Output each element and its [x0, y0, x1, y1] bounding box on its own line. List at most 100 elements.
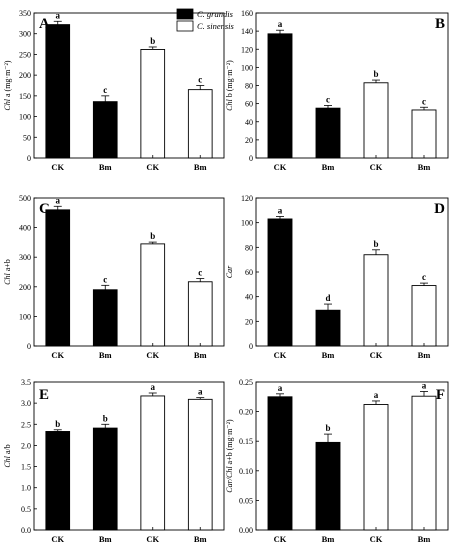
y-axis-label-c: Chl a+b: [3, 259, 12, 285]
y-axis-label-f: Car/Chl a+b (mg·m⁻²): [225, 419, 234, 493]
significance-letter-f-3: a: [374, 390, 379, 400]
plot-frame-c: [33, 197, 225, 347]
y-tick-label-e: 3.5: [21, 378, 31, 387]
significance-letter-f-1: a: [278, 383, 283, 393]
panel-letter-b: B: [435, 16, 445, 32]
y-tick-label-b: 140: [241, 27, 253, 36]
y-tick-label-f: 0.15: [239, 437, 253, 446]
y-tick-label-f: 0.25: [239, 378, 253, 387]
y-tick-label-d: 80: [245, 243, 253, 252]
legend: C. grandis C. sinensis: [176, 8, 235, 32]
x-category-label-d-1: CK: [274, 350, 287, 360]
legend-swatch-c-sinensis: [176, 20, 194, 32]
y-tick-label-e: 1.5: [21, 463, 31, 472]
significance-letter-c-3: b: [150, 231, 155, 241]
x-category-label-f-3: CK: [370, 534, 383, 544]
significance-letter-e-1: b: [55, 419, 60, 429]
y-tick-label-e: 2.5: [21, 420, 31, 429]
chart-panel-a: 0 50 100 150 200 250 300 350 Chl a (mg·m⁻²) a CK c B…: [3, 9, 225, 172]
x-category-label-a-3: CK: [146, 162, 159, 172]
y-tick-label-b: 160: [241, 9, 253, 18]
bar-e-3: [140, 395, 166, 531]
y-tick-label-e: 0.5: [21, 505, 31, 514]
y-tick-label-b: 0: [249, 154, 253, 163]
bar-b-2: [315, 107, 341, 159]
y-tick-label-a: 150: [19, 92, 31, 101]
y-tick-label-b: 100: [241, 63, 253, 72]
y-tick-label-f: 0.20: [239, 408, 253, 417]
x-category-label-a-4: Bm: [194, 162, 207, 172]
bar-d-1: [267, 218, 293, 347]
x-category-label-e-1: CK: [51, 534, 64, 544]
x-category-label-d-3: CK: [370, 350, 383, 360]
y-tick-label-d: 20: [245, 317, 253, 326]
bar-d-4: [411, 285, 437, 347]
y-tick-label-c: 500: [19, 194, 31, 203]
y-tick-label-a: 250: [19, 50, 31, 59]
y-tick-label-b: 60: [245, 100, 253, 109]
y-tick-label-d: 40: [245, 293, 253, 302]
x-category-label-a-1: CK: [51, 162, 64, 172]
x-category-label-c-3: CK: [146, 350, 159, 360]
panel-letter-e: E: [39, 387, 49, 403]
bar-f-2: [315, 441, 341, 531]
bar-a-4: [187, 89, 213, 159]
y-tick-label-c: 0: [27, 342, 31, 351]
plot-frame-a: [33, 12, 225, 159]
chart-panel-f: 0.00 0.05 0.10 0.15 0.20 0.25 Car/Chl a+b (mg·…: [225, 378, 449, 544]
significance-letter-f-2: b: [325, 423, 330, 433]
y-tick-label-c: 300: [19, 253, 31, 262]
y-tick-label-e: 2.0: [21, 441, 31, 450]
significance-letter-d-4: c: [422, 272, 426, 282]
panel-letter-a: A: [39, 16, 50, 32]
bar-c-4: [187, 281, 213, 347]
significance-letter-a-1: a: [56, 10, 61, 20]
significance-letter-a-3: b: [150, 36, 155, 46]
bar-b-3: [363, 82, 389, 159]
legend-label-c-grandis: C. grandis: [197, 9, 234, 19]
bar-a-2: [92, 101, 118, 159]
x-category-label-c-2: Bm: [99, 350, 112, 360]
y-tick-label-a: 50: [23, 133, 31, 142]
y-tick-label-d: 120: [241, 194, 253, 203]
y-tick-label-f: 0.10: [239, 467, 253, 476]
y-tick-label-b: 80: [245, 82, 253, 91]
y-tick-label-c: 100: [19, 312, 31, 321]
chart-panel-e: 0.0 0.5 1.0 1.5 2.0 2.5 3.0 3.5 Chl a/b b CK b Bm a CK…: [3, 378, 225, 544]
significance-letter-d-1: a: [278, 206, 283, 216]
bar-a-1: [45, 24, 71, 159]
panel-letter-c: C: [39, 201, 50, 217]
y-tick-label-a: 100: [19, 113, 31, 122]
bar-f-1: [267, 396, 293, 531]
plot-frame-e: [33, 381, 225, 531]
y-axis-label-e: Chl a/b: [3, 444, 12, 467]
chart-panel-d: 0 20 40 60 80 100 120 Car a CK d Bm b CK c Bm D: [225, 194, 449, 360]
y-tick-label-e: 3.0: [21, 399, 31, 408]
y-tick-label-c: 200: [19, 283, 31, 292]
significance-letter-a-4: c: [198, 75, 202, 85]
bar-e-4: [187, 398, 213, 531]
y-tick-label-c: 400: [19, 224, 31, 233]
significance-letter-a-2: c: [103, 85, 107, 95]
significance-letter-b-3: b: [373, 69, 378, 79]
y-tick-label-f: 0.05: [239, 496, 253, 505]
y-axis-label-d: Car: [225, 265, 234, 278]
significance-letter-f-4: a: [422, 380, 427, 390]
y-tick-label-a: 300: [19, 30, 31, 39]
y-tick-label-f: 0.00: [239, 526, 253, 535]
x-category-label-e-2: Bm: [99, 534, 112, 544]
bar-b-4: [411, 109, 437, 159]
x-category-label-c-4: Bm: [194, 350, 207, 360]
y-axis-label-b: Chl b (mg·m⁻²): [225, 60, 234, 111]
y-tick-label-b: 20: [245, 136, 253, 145]
significance-letter-e-4: a: [198, 387, 203, 397]
x-category-label-b-2: Bm: [322, 162, 335, 172]
significance-letter-b-4: c: [422, 96, 426, 106]
x-category-label-e-3: CK: [146, 534, 159, 544]
x-category-label-f-2: Bm: [322, 534, 335, 544]
bar-c-1: [45, 209, 71, 347]
bar-f-4: [411, 395, 437, 531]
plot-frame-f: [255, 381, 449, 531]
y-tick-label-d: 60: [245, 268, 253, 277]
